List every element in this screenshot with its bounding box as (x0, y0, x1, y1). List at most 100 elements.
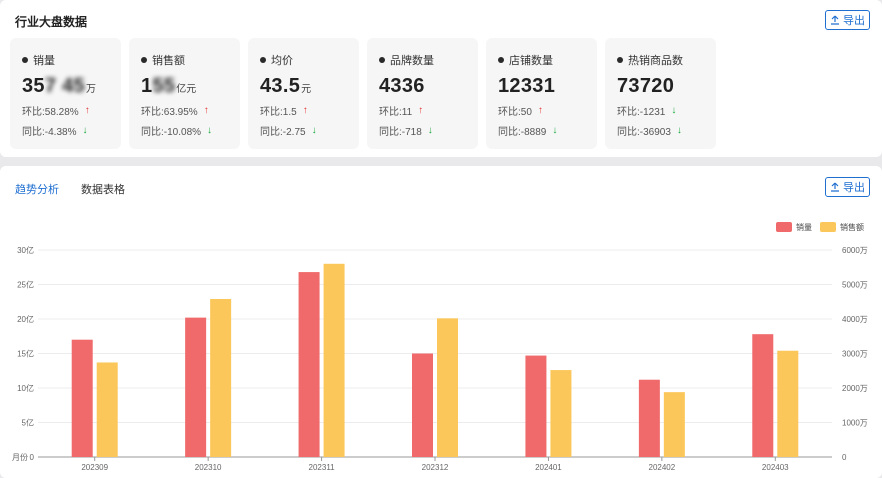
metric-value: 43.5 (260, 75, 301, 97)
export-label: 导出 (843, 182, 865, 194)
metric-value: 73720 (617, 75, 675, 97)
metric-title: 店铺数量 (509, 55, 553, 67)
mom-value: 58.28% (44, 107, 79, 118)
metric-card: 销量 35 7 45 万 环比:58.28% ↑ 同比:-4.38% ↓ (10, 38, 121, 149)
yoy-label: 同比: (498, 127, 521, 138)
metric-title: 品牌数量 (390, 55, 434, 67)
right-tick-label: 6000万 (842, 246, 868, 255)
x-tick-label: 202312 (422, 463, 449, 472)
metric-value-blurred: 55 (152, 75, 176, 97)
trend-panel: 趋势分析 数据表格 导出 0 5亿 1000万 10亿 2000万 15亿 3000万 20亿… (0, 166, 882, 478)
mom-value: 50 (520, 107, 532, 118)
mom-value: 1.5 (282, 107, 297, 118)
trend-bar-chart: 0 5亿 1000万 10亿 2000万 15亿 3000万 20亿 4000万 25亿 5000万… (12, 222, 868, 472)
arrow-up-icon: ↑ (418, 105, 424, 116)
legend-label-revenue: 销售额 (840, 222, 864, 232)
mom-label: 环比: (617, 107, 640, 118)
metric-card: 店铺数量 12331 环比:50 ↑ 同比:-8889 ↓ (486, 38, 597, 149)
upload-icon (831, 182, 839, 192)
metric-value: 1 (141, 75, 153, 97)
revenue-bar (210, 298, 232, 457)
yoy-label: 同比: (141, 127, 164, 138)
yoy-value: -10.08% (163, 127, 202, 138)
right-tick-label: 3000万 (842, 350, 868, 359)
left-tick-label: 5亿 (22, 418, 34, 428)
arrow-up-icon: ↑ (537, 105, 543, 116)
left-axis-footer: 月份 (12, 452, 28, 462)
metric-card: 销售额 1 55 亿元 环比:63.95% ↑ 同比:-10.08% ↓ (129, 38, 240, 149)
metric-value: 35 (22, 75, 45, 97)
upload-icon (831, 15, 839, 25)
metric-card: 品牌数量 4336 环比:11 ↑ 同比:-718 ↓ (367, 38, 478, 149)
left-tick-label: 20亿 (17, 314, 34, 324)
left-tick-label: 10亿 (17, 383, 34, 393)
metric-unit: 亿元 (176, 84, 197, 95)
x-tick-label: 202401 (535, 463, 562, 472)
metric-card: 热销商品数 73720 环比:-1231 ↓ 同比:-36903 ↓ (605, 38, 716, 149)
mom-value: 11 (401, 107, 413, 118)
view-tabs: 趋势分析 数据表格 (15, 181, 125, 197)
yoy-value: -718 (401, 127, 422, 138)
right-tick-label: 0 (842, 453, 847, 462)
yoy-label: 同比: (617, 127, 640, 138)
mom-label: 环比: (22, 107, 45, 118)
left-tick-label: 30亿 (17, 245, 34, 255)
bullet-icon (498, 57, 504, 63)
right-tick-label: 1000万 (842, 419, 868, 428)
left-tick-label: 15亿 (17, 349, 34, 359)
mom-value: 63.95% (163, 107, 198, 118)
arrow-up-icon: ↑ (84, 105, 90, 116)
sales-bar (185, 317, 207, 457)
mom-label: 环比: (260, 107, 283, 118)
revenue-bar (96, 362, 118, 457)
x-tick-label: 202403 (762, 463, 789, 472)
panel-title: 行业大盘数据 (15, 15, 88, 29)
metric-unit: 万 (86, 84, 96, 95)
metric-title: 均价 (271, 55, 293, 67)
export-button[interactable]: 导出 (825, 10, 870, 30)
legend-swatch-sales (776, 222, 792, 232)
bullet-icon (379, 57, 385, 63)
export-label: 导出 (843, 15, 865, 27)
metric-value: 12331 (498, 75, 556, 97)
arrow-down-icon: ↓ (311, 125, 317, 136)
legend-swatch-revenue (820, 222, 836, 232)
mom-label: 环比: (141, 107, 164, 118)
arrow-down-icon: ↓ (671, 105, 677, 116)
x-tick-label: 202309 (81, 463, 108, 472)
revenue-bar (550, 370, 572, 457)
left-tick-label: 25亿 (17, 280, 34, 290)
right-tick-label: 2000万 (842, 384, 868, 393)
right-tick-label: 4000万 (842, 315, 868, 324)
arrow-down-icon: ↓ (552, 125, 558, 136)
x-tick-label: 202311 (309, 463, 336, 472)
sales-bar (298, 272, 320, 457)
sales-bar (752, 334, 774, 457)
yoy-value: -4.38% (44, 127, 77, 138)
legend-label-sales: 销量 (796, 222, 812, 232)
revenue-bar (323, 263, 345, 457)
yoy-label: 同比: (260, 127, 283, 138)
mom-label: 环比: (498, 107, 521, 118)
arrow-down-icon: ↓ (676, 125, 682, 136)
tab-data-table[interactable]: 数据表格 (81, 184, 125, 196)
industry-overview-panel: 行业大盘数据 导出 销量 35 7 45 万 环比:58.28% ↑ 同比:-4.38… (0, 0, 882, 157)
right-tick-label: 5000万 (842, 281, 868, 290)
tab-trend-analysis[interactable]: 趋势分析 (15, 184, 59, 196)
revenue-bar (663, 392, 685, 457)
arrow-down-icon: ↓ (207, 125, 213, 136)
export-button[interactable]: 导出 (825, 177, 870, 197)
mom-label: 环比: (379, 107, 402, 118)
bullet-icon (141, 57, 147, 63)
sales-bar (638, 379, 660, 457)
left-tick-label: 0 (30, 453, 35, 462)
metric-title: 销量 (33, 55, 55, 67)
mom-value: -1231 (639, 107, 666, 118)
metric-card: 均价 43.5 元 环比:1.5 ↑ 同比:-2.75 ↓ (248, 38, 359, 149)
x-tick-label: 202310 (195, 463, 222, 472)
yoy-value: -36903 (639, 127, 671, 138)
sales-bar (71, 339, 93, 457)
x-tick-label: 202402 (649, 463, 676, 472)
bullet-icon (617, 57, 623, 63)
metric-value: 4336 (379, 75, 425, 97)
